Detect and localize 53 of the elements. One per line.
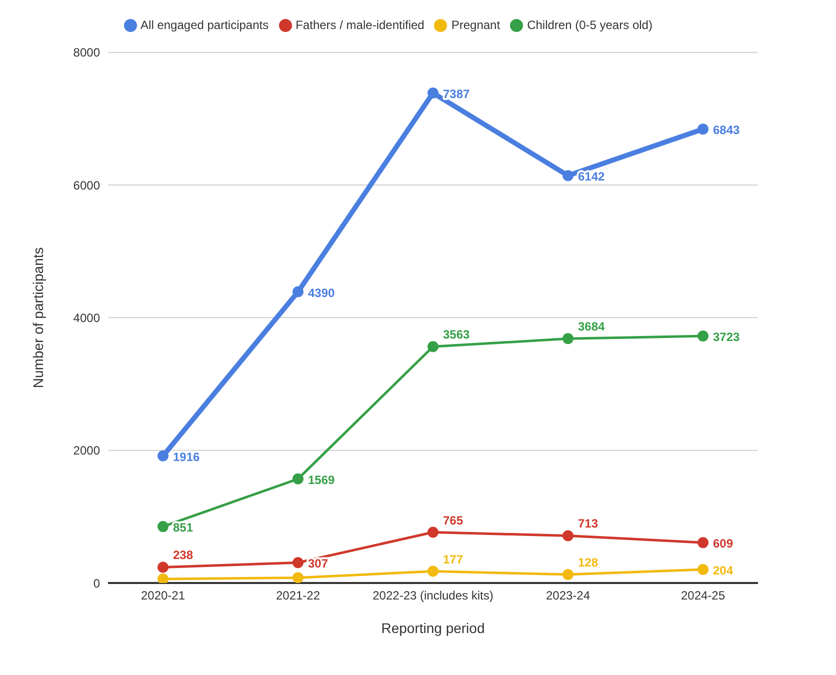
point xyxy=(158,562,168,573)
y-tick-label: 8000 xyxy=(73,46,100,60)
data-label: 3723 xyxy=(713,330,740,344)
point xyxy=(428,87,438,98)
point xyxy=(292,286,304,298)
point xyxy=(562,530,574,542)
legend-label: Fathers / male-identified xyxy=(296,18,424,32)
point xyxy=(698,537,708,548)
point xyxy=(428,341,438,352)
point xyxy=(698,564,708,575)
point xyxy=(698,330,708,342)
data-label: 238 xyxy=(173,548,194,562)
x-tick-label: 2023-24 xyxy=(546,588,590,603)
x-axis-title: Reporting period xyxy=(381,620,485,636)
data-label: 177 xyxy=(443,552,464,566)
x-tick-label: 2020-21 xyxy=(140,588,186,603)
point xyxy=(428,526,438,538)
data-label: 1569 xyxy=(308,472,336,487)
y-tick-label: 0 xyxy=(93,576,100,590)
data-label: 4390 xyxy=(308,286,336,300)
point xyxy=(158,574,168,583)
data-label: 7387 xyxy=(443,86,470,101)
data-label: 6843 xyxy=(713,123,740,138)
y-tick-label: 2000 xyxy=(73,444,100,458)
point xyxy=(562,333,574,344)
data-label: 3684 xyxy=(578,320,606,334)
data-label: 609 xyxy=(713,536,734,551)
y-tick-label: 6000 xyxy=(73,178,100,192)
legend-label: Children (0-5 years old) xyxy=(527,18,652,32)
legend-label: Pregnant xyxy=(451,18,500,32)
data-label: 851 xyxy=(173,520,194,535)
x-tick-label: 2022-23 (includes kits) xyxy=(372,588,494,603)
data-label: 713 xyxy=(578,516,598,531)
point xyxy=(158,521,168,532)
point xyxy=(292,557,304,568)
point xyxy=(562,170,574,182)
data-label: 1916 xyxy=(173,450,200,464)
y-axis-title: Number of participants xyxy=(30,247,46,388)
data-label: 3563 xyxy=(443,328,470,342)
legend-label: All engaged participants xyxy=(140,18,269,32)
data-label: 765 xyxy=(443,513,464,528)
y-tick-label: 4000 xyxy=(73,310,100,325)
data-label: 6142 xyxy=(578,170,606,184)
point xyxy=(158,450,168,462)
x-tick-label: 2024-25 xyxy=(680,588,726,603)
data-label: 128 xyxy=(578,556,598,570)
point xyxy=(698,124,708,135)
point xyxy=(292,473,304,484)
x-tick-label: 2021-22 xyxy=(276,588,320,603)
point xyxy=(428,566,438,577)
point xyxy=(562,569,574,580)
data-label: 204 xyxy=(713,563,734,578)
point xyxy=(292,572,304,583)
